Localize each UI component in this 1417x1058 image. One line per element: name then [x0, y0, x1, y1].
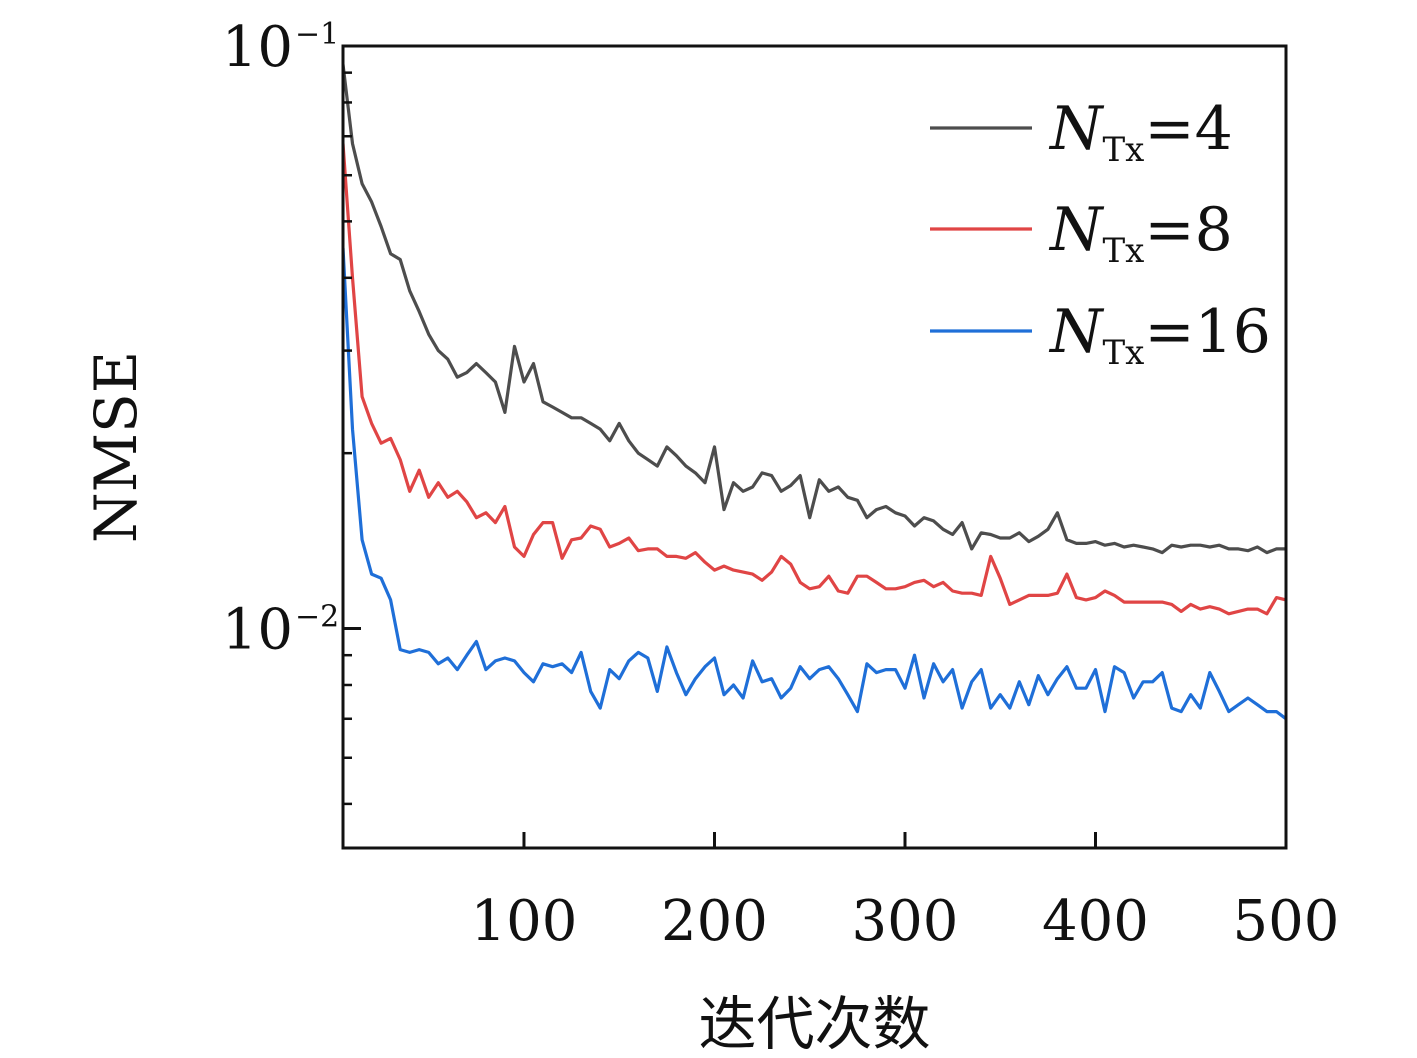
plot-area — [341, 44, 1288, 850]
x-tick-label-300: 300 — [852, 889, 959, 954]
y-tick-label-1: 10 — [222, 598, 293, 663]
y-tick-label-0: 10 — [222, 15, 293, 80]
x-tick-label-400: 400 — [1042, 889, 1149, 954]
series-line-1 — [343, 143, 1286, 616]
ticks-layer — [343, 44, 1288, 848]
plot-frame — [341, 44, 1288, 850]
series-line-0 — [343, 64, 1286, 555]
x-tick-label-200: 200 — [661, 889, 768, 954]
legend-label-1: NTx=8 — [1048, 195, 1233, 271]
y-axis-title: NMSE — [82, 351, 150, 543]
y-tick-exponent-1: −2 — [295, 600, 339, 635]
y-tick-exponent-0: −1 — [295, 17, 339, 52]
series-layer — [343, 64, 1286, 721]
x-axis-title: 迭代次数 — [698, 990, 930, 1058]
legend: NTx=4 NTx=8 NTx=16 — [930, 94, 1271, 373]
legend-label-2: NTx=16 — [1048, 297, 1271, 373]
series-line-2 — [343, 247, 1286, 721]
x-tick-label-500: 500 — [1233, 889, 1340, 954]
legend-label-0: NTx=4 — [1048, 94, 1233, 170]
x-tick-label-100: 100 — [471, 889, 578, 954]
